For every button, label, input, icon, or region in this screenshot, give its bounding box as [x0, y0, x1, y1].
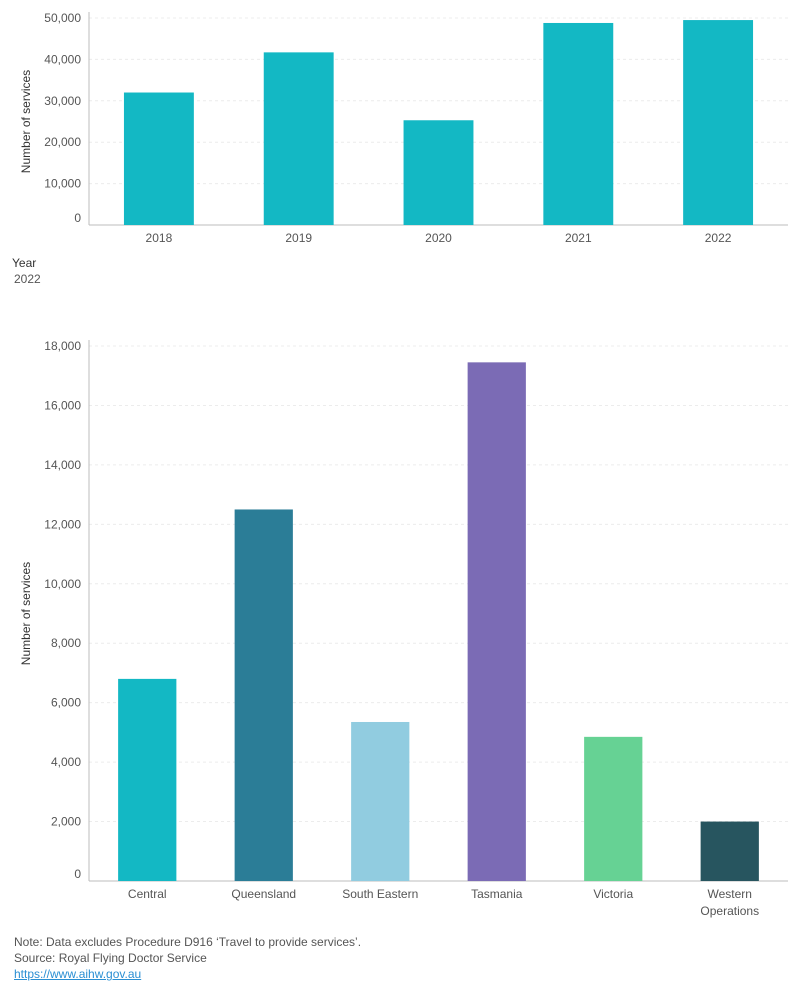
c1-bar-central[interactable] — [118, 678, 177, 881]
c0-y-axis-title: Number of services — [19, 70, 33, 173]
year-filter-label: Year — [12, 256, 37, 270]
c1-x-tick-label: Tasmania — [471, 887, 523, 901]
c1-y-tick-label: 14,000 — [44, 458, 81, 472]
c0-bar-2022[interactable] — [683, 20, 754, 225]
year-filter[interactable]: Year 2022 — [12, 256, 41, 286]
c0-x-tick-label: 2021 — [565, 231, 592, 245]
year-filter-value[interactable]: 2022 — [14, 272, 41, 286]
services-by-operation-bar-chart: 0 2,000 4,000 6,000 8,000 10,000 12,000 14,000 1… — [19, 339, 788, 918]
c0-y-tick-label: 10,000 — [44, 177, 81, 191]
footnotes: Note: Data excludes Procedure D916 ‘Trav… — [14, 934, 361, 982]
c1-x-tick-label: Western — [708, 887, 752, 901]
c0-bar-2020[interactable] — [403, 120, 474, 225]
c0-x-tick-label: 2018 — [146, 231, 173, 245]
c0-y-tick-label: 0 — [74, 211, 81, 225]
c1-y-tick-label: 10,000 — [44, 577, 81, 591]
c1-y-tick-label: 4,000 — [51, 755, 81, 769]
c0-x-tick-label: 2022 — [705, 231, 732, 245]
source-link[interactable]: https://www.aihw.gov.au — [14, 967, 142, 981]
c0-y-tick-label: 50,000 — [44, 11, 81, 25]
c0-x-tick-label: 2019 — [285, 231, 312, 245]
c1-y-tick-label: 12,000 — [44, 517, 81, 531]
c1-bar-western-operations[interactable] — [700, 821, 759, 881]
c1-bar-queensland[interactable] — [234, 509, 293, 881]
c1-x-tick-label: Queensland — [231, 887, 296, 901]
c0-y-tick-label: 20,000 — [44, 135, 81, 149]
c1-y-axis-title: Number of services — [19, 562, 33, 665]
c1-x-tick-label: South Eastern — [342, 887, 418, 901]
c0-bar-2019[interactable] — [263, 52, 334, 225]
data-source: Source: Royal Flying Doctor Service — [14, 951, 207, 965]
c0-y-tick-label: 40,000 — [44, 52, 81, 66]
c1-y-tick-label: 0 — [74, 867, 81, 881]
c1-y-tick-label: 18,000 — [44, 339, 81, 353]
c1-bar-victoria[interactable] — [584, 736, 643, 881]
c0-y-tick-label: 30,000 — [44, 94, 81, 108]
c0-bar-2018[interactable] — [123, 92, 194, 226]
c1-x-tick-label: Victoria — [593, 887, 633, 901]
c1-y-tick-label: 6,000 — [51, 696, 81, 710]
yearly-services-bar-chart: 0 10,000 20,000 30,000 40,000 50,000 Number of… — [19, 11, 788, 245]
data-note: Note: Data excludes Procedure D916 ‘Trav… — [14, 935, 362, 949]
c1-y-tick-label: 16,000 — [44, 398, 81, 412]
c1-bar-tasmania[interactable] — [467, 362, 526, 881]
c0-bar-2021[interactable] — [543, 22, 614, 225]
c1-x-tick-label: Operations — [700, 904, 759, 918]
c1-x-tick-label: Central — [128, 887, 167, 901]
c1-bar-south-eastern[interactable] — [351, 721, 410, 881]
c1-y-tick-label: 2,000 — [51, 815, 81, 829]
c1-y-tick-label: 8,000 — [51, 636, 81, 650]
c0-x-tick-label: 2020 — [425, 231, 452, 245]
